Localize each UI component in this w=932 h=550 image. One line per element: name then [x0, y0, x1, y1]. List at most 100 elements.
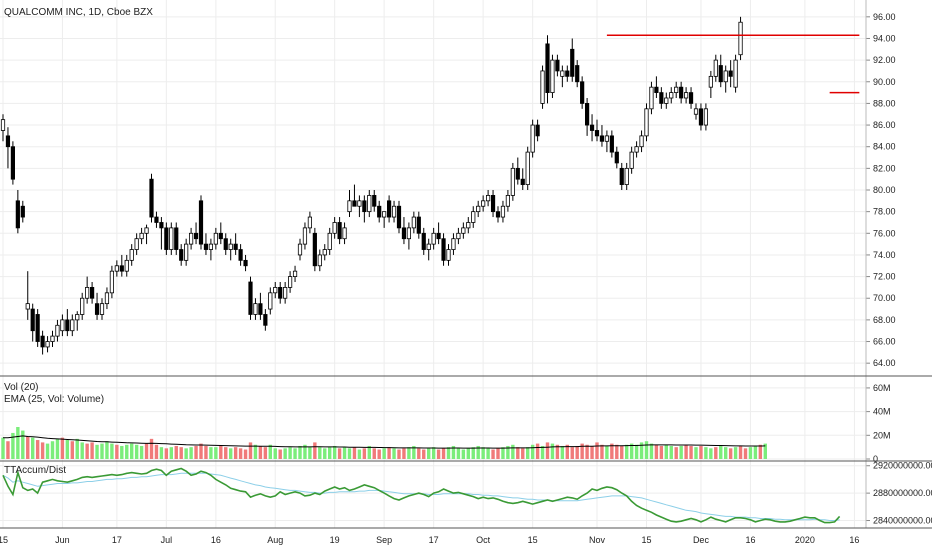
accum-tick-label: 2880000000.00 [873, 488, 932, 498]
candle-body [575, 65, 580, 83]
volume-bar [372, 448, 376, 459]
candle-body [713, 59, 718, 77]
volume-bar [110, 443, 114, 459]
candle-body [287, 276, 293, 288]
candle-body [238, 249, 243, 261]
candle-body [198, 200, 204, 245]
volume-bar [550, 443, 555, 459]
volume-bar [526, 447, 530, 459]
candle-body [599, 135, 605, 142]
candle-body [337, 222, 342, 240]
volume-bar [605, 445, 609, 459]
volume-bar [753, 445, 758, 459]
price-tick-label: 82.00 [873, 163, 896, 173]
price-tick-label: 72.00 [873, 272, 896, 282]
x-tick-label: 15 [641, 535, 651, 545]
grid-layer [0, 0, 870, 528]
candle-body [357, 200, 362, 207]
candle-body [644, 108, 649, 137]
accum-line [2, 467, 841, 524]
candle-body [649, 86, 654, 110]
candle-body [401, 227, 407, 240]
price-tick-label: 94.00 [873, 33, 896, 43]
candle-body [698, 108, 704, 126]
volume-bar [491, 449, 495, 459]
accum-pane [2, 467, 841, 524]
volume-bar [40, 442, 45, 459]
volume-bar [11, 432, 15, 459]
volume-bar [679, 445, 683, 459]
x-tick-label: Dec [693, 535, 710, 545]
candle-body [109, 270, 114, 294]
price-tick-label: 90.00 [873, 77, 896, 87]
x-tick-label: Sep [376, 535, 392, 545]
volume-bar [456, 448, 461, 459]
volume-bar [565, 444, 569, 459]
volume-bar [179, 447, 183, 459]
candle-body [589, 124, 595, 131]
candle-body [203, 243, 209, 250]
price-pane [0, 16, 860, 355]
price-tick-label: 70.00 [873, 293, 896, 303]
candle-body [347, 200, 352, 213]
volume-bar [233, 447, 238, 459]
candle-body [60, 319, 65, 332]
price-tick-label: 86.00 [873, 120, 896, 130]
x-tick-label: 17 [112, 535, 122, 545]
volume-bar [540, 445, 545, 459]
volume-bar [595, 442, 599, 459]
volume-bar [169, 447, 173, 459]
volume-bar [600, 444, 604, 459]
volume-bar [283, 448, 287, 459]
candle-body [723, 70, 728, 83]
candle-body [669, 92, 674, 99]
volume-bar [189, 447, 193, 459]
volume-bar [293, 448, 297, 459]
candle-body [674, 86, 679, 93]
volume-bar [535, 443, 540, 459]
candle-body [436, 232, 441, 240]
volume-bar [328, 447, 332, 459]
volume-bar [441, 448, 446, 459]
volume-bar [417, 448, 421, 459]
volume-bar [199, 443, 203, 459]
volume-bar [367, 445, 371, 459]
volume-ema-line [3, 435, 766, 449]
volume-bar [689, 445, 693, 459]
volume-bar [644, 441, 649, 459]
candle-body [174, 227, 179, 250]
volume-bar [501, 447, 505, 459]
volume-bar [50, 441, 55, 459]
volume-bar [273, 448, 277, 459]
candle-body [362, 200, 367, 213]
volume-bar [719, 445, 723, 459]
volume-bar [738, 445, 743, 459]
candle-body [322, 249, 327, 256]
volume-bar [224, 447, 228, 459]
volume-bar [243, 449, 248, 459]
candle-body [213, 232, 218, 245]
volume-bar [377, 449, 381, 459]
candle-body [15, 200, 20, 229]
candle-body [580, 81, 585, 104]
volume-bar [352, 447, 357, 459]
volume-bar [229, 448, 233, 459]
candle-body [188, 232, 194, 245]
candle-body [179, 249, 184, 261]
volume-bar [620, 445, 624, 459]
candle-body [50, 335, 55, 342]
volume-bar [120, 445, 124, 459]
volume-bar [134, 444, 139, 459]
volume-bar [268, 444, 272, 459]
x-tick-label: 16 [745, 535, 755, 545]
volume-bar [90, 442, 94, 459]
x-tick-label: 15 [528, 535, 538, 545]
candle-body [104, 292, 110, 305]
price-tick-label: 78.00 [873, 207, 896, 217]
volume-bar [585, 444, 589, 459]
x-tick-label: Nov [589, 535, 606, 545]
volume-bar [214, 447, 218, 459]
volume-bar [75, 438, 79, 459]
x-tick-label: Oct [476, 535, 491, 545]
candle-body [411, 216, 416, 229]
